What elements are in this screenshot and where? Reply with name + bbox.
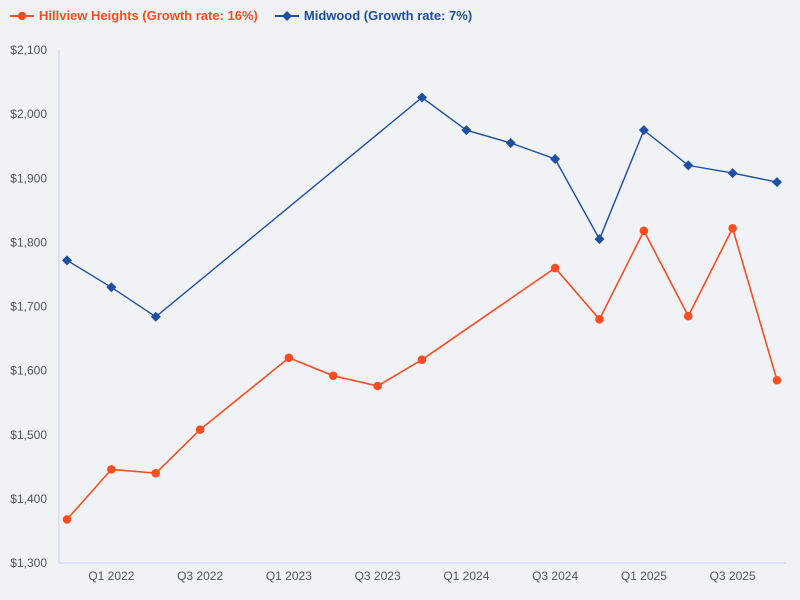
data-point-marker-hillview-heights [728,223,737,233]
y-tick-label: $1,500 [10,428,47,442]
data-point-marker-midwood [417,92,427,103]
data-point-marker-hillview-heights [62,515,72,524]
data-point-marker-hillview-heights [639,226,649,236]
x-tick-label: Q3 2024 [532,569,578,583]
data-point-marker-midwood [505,137,516,148]
data-point-marker-hillview-heights [417,355,427,365]
y-tick-label: $1,700 [10,300,47,314]
data-point-marker-hillview-heights [328,371,338,381]
legend-label-midwood: Midwood (Growth rate: 7%) [303,8,473,23]
legend-label-hillview-heights: Hillview Heights (Growth rate: 16%) [39,8,258,23]
data-point-marker-midwood [594,234,605,245]
data-point-marker-hillview-heights [595,315,604,324]
data-point-marker-midwood [106,282,117,293]
line-circle-marker-icon [10,11,34,20]
y-tick-label: $2,000 [10,107,47,121]
data-point-marker-midwood [683,160,694,171]
x-tick-label: Q3 2025 [710,569,756,583]
data-point-marker-midwood [150,311,161,322]
data-point-marker-hillview-heights [107,465,116,474]
data-point-marker-hillview-heights [550,263,560,273]
x-tick-label: Q1 2024 [443,569,489,583]
y-tick-label: $1,400 [10,492,47,506]
data-point-marker-midwood [727,168,738,179]
x-tick-label: Q1 2023 [266,569,312,583]
data-point-marker-hillview-heights [683,311,693,321]
data-point-marker-hillview-heights [772,375,782,385]
x-tick-label: Q1 2022 [88,569,134,583]
data-point-marker-midwood [461,125,472,136]
data-point-marker-midwood [62,255,72,266]
y-tick-label: $1,800 [10,235,47,249]
series-line-hillview-heights [66,226,778,520]
x-tick-label: Q3 2023 [355,569,401,583]
line-diamond-marker-icon [274,10,299,21]
data-point-marker-hillview-heights [284,353,294,363]
y-tick-label: $2,100 [10,43,47,57]
y-tick-label: $1,600 [10,364,47,378]
x-tick-label: Q1 2025 [621,569,667,583]
legend-item-hillview-heights[interactable]: Hillview Heights (Growth rate: 16%) [10,8,258,23]
chart-legend: Hillview Heights (Growth rate: 16%) Midw… [10,8,472,23]
data-point-marker-midwood [550,154,561,165]
y-tick-label: $1,300 [10,556,47,570]
data-point-marker-midwood [638,125,649,136]
data-point-marker-hillview-heights [195,425,205,434]
series-line-midwood [66,96,778,318]
data-point-marker-hillview-heights [151,468,161,478]
y-tick-label: $1,900 [10,171,47,185]
x-tick-label: Q3 2022 [177,569,223,583]
data-point-marker-midwood [772,177,782,188]
legend-item-midwood[interactable]: Midwood (Growth rate: 7%) [274,8,473,23]
data-point-marker-hillview-heights [373,381,382,391]
